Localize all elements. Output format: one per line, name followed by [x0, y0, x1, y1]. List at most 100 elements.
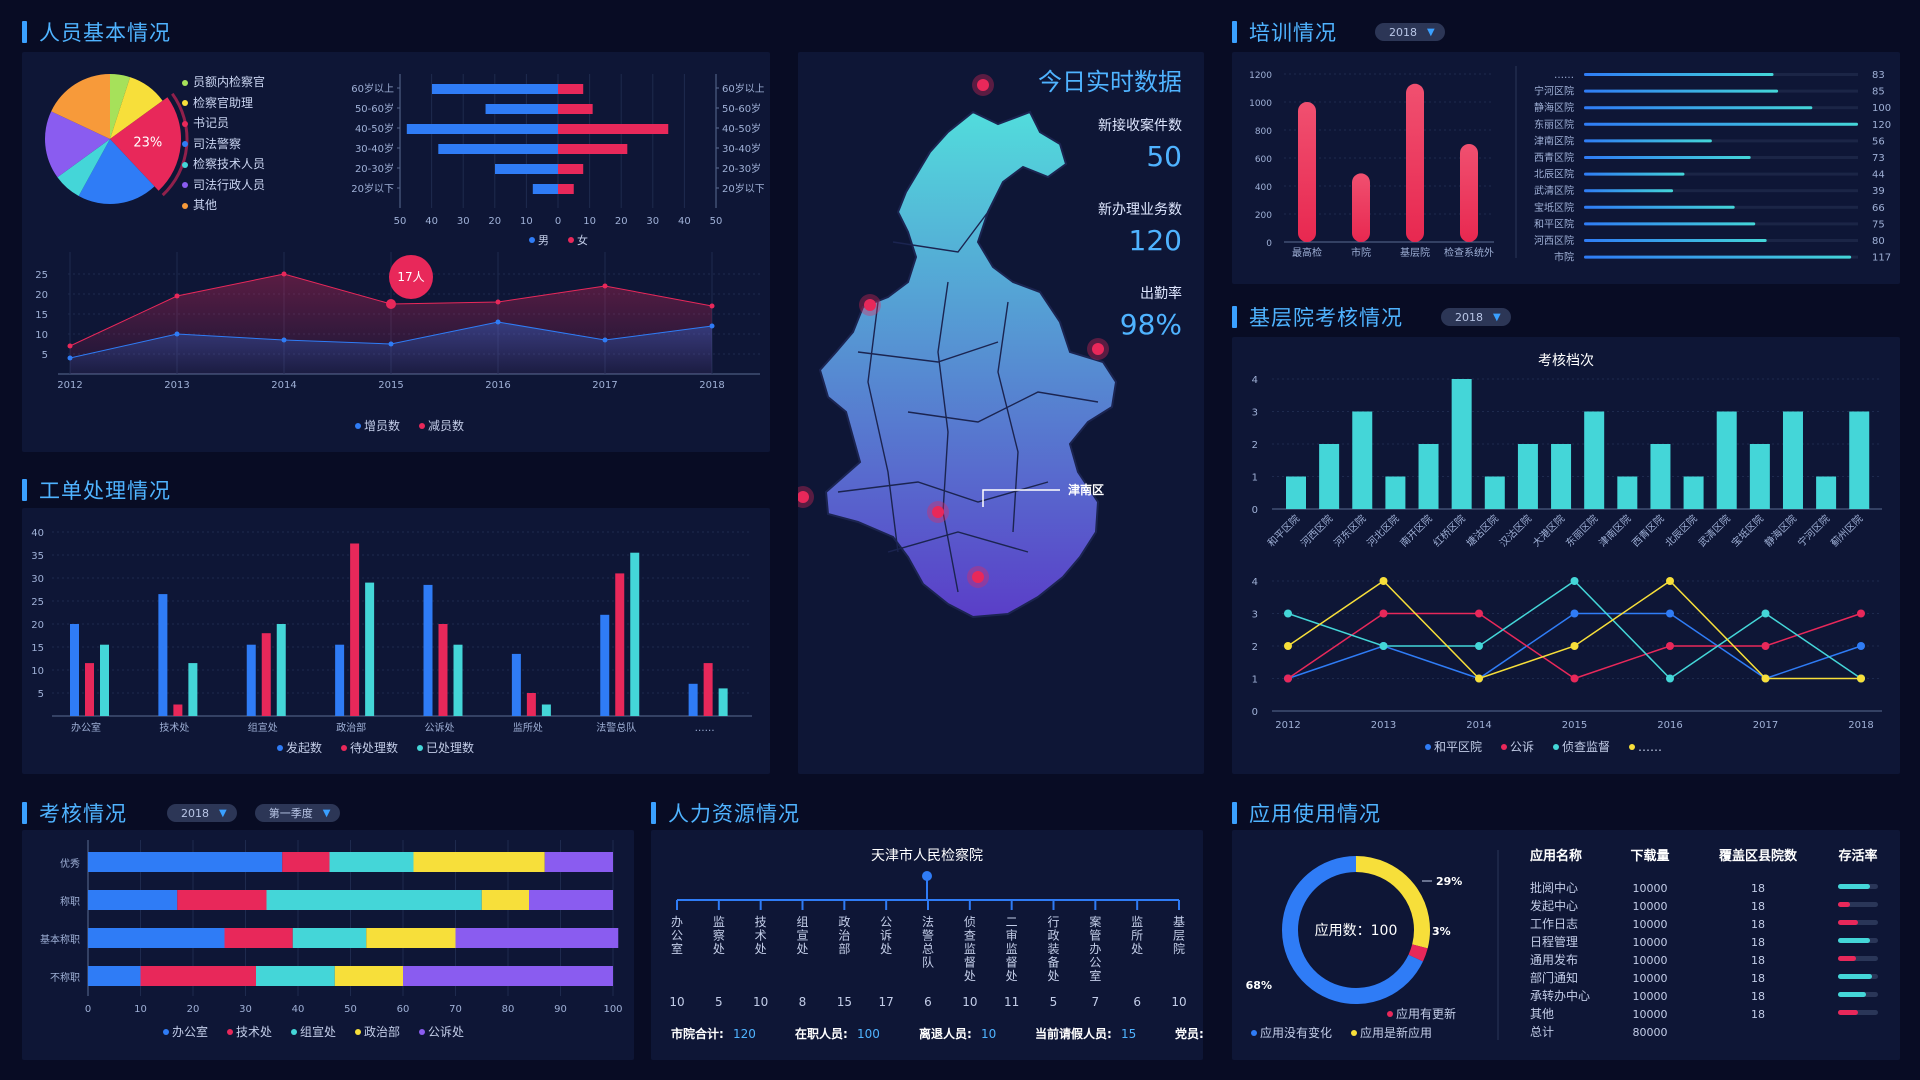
grassroots-bar — [1617, 476, 1638, 509]
legend-label: 待处理数 — [350, 740, 398, 755]
section-header-assessment: 考核情况 2018 ▼ 第一季度 ▼ — [22, 798, 341, 828]
x-tick-label: 2017 — [1753, 720, 1778, 731]
dept-name-char: 技 — [755, 915, 767, 929]
donut-slice-label: 3% — [1432, 925, 1451, 938]
data-point — [709, 323, 715, 329]
workorder-bar — [718, 688, 728, 716]
dept-name-char: 督 — [1006, 955, 1018, 970]
grassroots-bar — [1584, 411, 1605, 509]
y-tick-label: 3 — [1252, 408, 1258, 419]
realtime-stat-value: 98% — [1120, 308, 1182, 341]
legend-dot — [182, 79, 188, 86]
stacked-segment — [334, 966, 403, 986]
x-tick-label: 基层院 — [1400, 246, 1430, 259]
dept-name-char: 部 — [838, 941, 850, 956]
table-cell-name: 发起中心 — [1530, 898, 1578, 913]
pie-slice — [78, 139, 155, 204]
data-point — [1379, 577, 1388, 585]
dept-name-char: 政 — [1047, 929, 1059, 943]
y-tick-label: 0 — [1266, 239, 1272, 249]
grassroots-bar — [1816, 476, 1837, 509]
grassroots-bar — [1716, 411, 1737, 509]
workorder-bar — [526, 693, 536, 716]
legend-label: 检察技术人员 — [193, 157, 266, 171]
legend-label: 应用是新应用 — [1360, 1025, 1432, 1040]
x-tick-label: 10 — [134, 1004, 147, 1015]
y-tick-label: 1000 — [1249, 99, 1272, 109]
x-tick-label: 公诉处 — [425, 721, 455, 734]
rate-fill — [1838, 1010, 1858, 1015]
legend-dot — [182, 100, 188, 106]
realtime-stat-value: 50 — [1146, 140, 1182, 173]
x-tick-label: 20 — [615, 216, 628, 227]
realtime-title: 今日实时数据 — [1038, 68, 1182, 96]
legend-label: 应用有更新 — [1396, 1006, 1456, 1021]
section-marker — [1232, 306, 1237, 328]
dept-name-char: 案 — [1089, 914, 1101, 929]
grassroots-bar — [1319, 444, 1340, 509]
x-tick-label: 80 — [502, 1004, 515, 1015]
caret-down-icon: ▼ — [322, 807, 331, 819]
y-tick-label: 20-30岁 — [722, 162, 761, 175]
panel-workorder: 40 35 30 25 20 15 10 5 办公室 技术处 组宣处 政治部 公诉处 监所处 法警总队 …… 发… — [22, 508, 770, 774]
grassroots-year-select[interactable]: 2018 ▼ — [1441, 308, 1511, 326]
age-bar-female — [558, 104, 593, 114]
x-tick-label: 100 — [603, 1004, 622, 1015]
map-region — [818, 110, 1118, 619]
y-tick-label: 10 — [31, 666, 44, 677]
training-list-name: 和平区院 — [1534, 217, 1574, 230]
table-cell-name: 批阅中心 — [1530, 880, 1578, 895]
grassroots-bar — [1352, 411, 1373, 509]
section-title: 培训情况 — [1249, 21, 1337, 45]
dept-name-char: 法 — [922, 915, 934, 929]
training-list-value: 100 — [1872, 103, 1891, 114]
district-border — [892, 211, 989, 253]
training-list-value: 66 — [1872, 203, 1885, 214]
y-tick-label: 600 — [1255, 155, 1272, 165]
stacked-segment — [403, 966, 613, 986]
table-cell-coverage: 18 — [1751, 972, 1765, 985]
hotspot-point — [977, 79, 989, 91]
dept-count: 6 — [1133, 995, 1141, 1009]
hr-summary-label: 市院合计: — [671, 1026, 724, 1041]
dept-name-char: 监 — [713, 915, 725, 929]
workorder-bar — [703, 663, 713, 716]
training-list-name: 宝坻区院 — [1534, 201, 1574, 214]
hotspot-point — [798, 491, 809, 503]
x-tick-label: 2015 — [378, 380, 403, 391]
y-tick-label: 5 — [42, 350, 48, 361]
data-point — [1761, 609, 1770, 618]
dept-count: 6 — [924, 995, 932, 1009]
progress-fill — [1584, 156, 1751, 159]
y-tick-label: 基本称职 — [40, 933, 80, 946]
district-border — [887, 531, 1029, 553]
training-year-select[interactable]: 2018 ▼ — [1375, 23, 1445, 41]
y-tick-label: 2 — [1252, 440, 1258, 451]
x-tick-label: 政治部 — [336, 721, 366, 734]
data-point — [1284, 642, 1292, 650]
pie-legend-item: 书记员 — [182, 113, 265, 134]
dept-name-char: 术 — [755, 929, 767, 943]
stacked-segment — [88, 928, 225, 948]
workorder-bar — [335, 644, 345, 716]
progress-track — [1584, 189, 1858, 193]
workorder-bar — [438, 624, 448, 716]
progress-fill — [1584, 89, 1779, 93]
panel-realtime-map: 津南区 今日实时数据 新接收案件数 50 新办理业务数 120 出勤率 98% — [798, 52, 1204, 774]
assessment-year-select[interactable]: 2018 ▼ — [167, 804, 237, 822]
assessment-quarter-select[interactable]: 第一季度 ▼ — [254, 804, 341, 822]
dept-name-char: 察 — [713, 929, 725, 943]
y-tick-label: 40 — [31, 528, 44, 539]
table-cell-name: 其他 — [1530, 1007, 1554, 1021]
pie-legend-item: 司法警察 — [182, 134, 265, 155]
dept-count: 5 — [1050, 995, 1058, 1009]
dept-name-char: 处 — [880, 942, 892, 956]
section-header-hr: 人力资源情况 — [651, 798, 800, 828]
x-tick-label: 50 — [710, 216, 723, 227]
legend-label: 增员数 — [364, 418, 400, 433]
dept-count: 10 — [962, 995, 977, 1009]
data-point — [281, 337, 287, 343]
x-tick-label: 2013 — [164, 380, 189, 391]
